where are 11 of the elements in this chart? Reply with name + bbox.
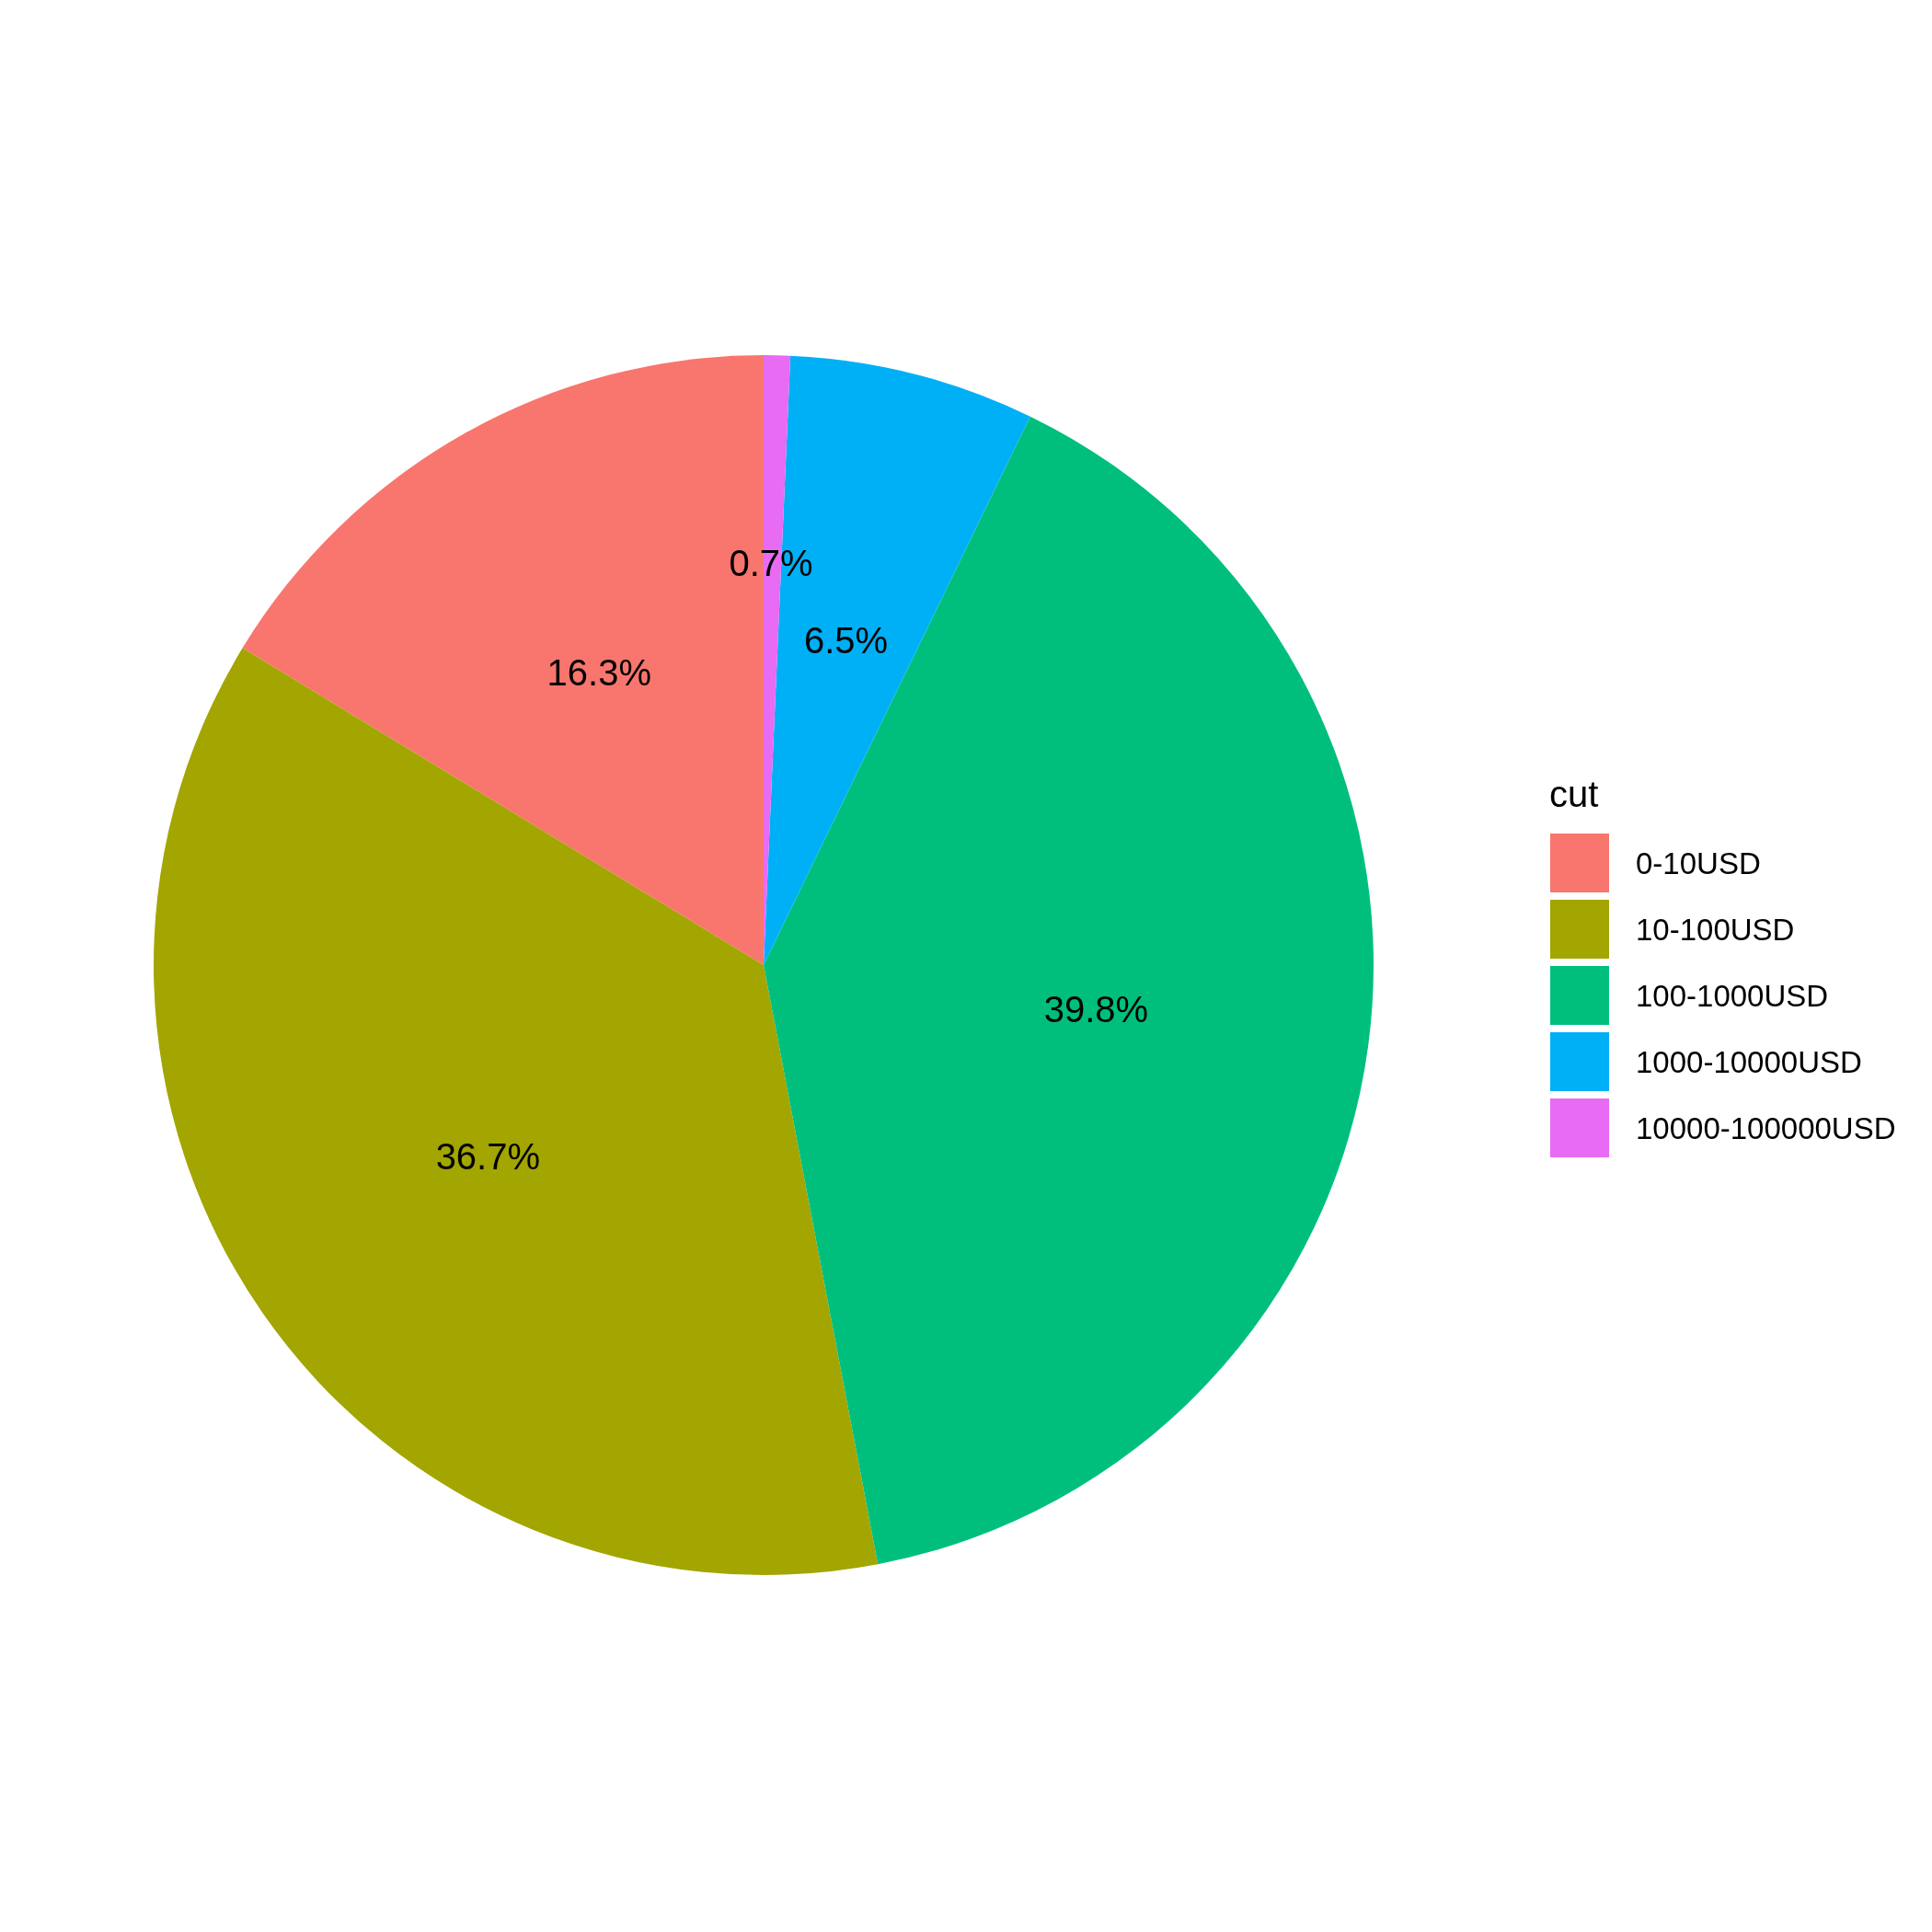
legend-label: 100-1000USD xyxy=(1636,978,1829,1013)
legend-label: 10-100USD xyxy=(1636,912,1795,947)
legend-title: cut xyxy=(1549,774,1599,814)
data-label: 6.5% xyxy=(803,619,889,661)
legend-label: 0-10USD xyxy=(1636,845,1761,880)
legend-label: 10000-100000USD xyxy=(1636,1110,1896,1145)
data-label: 36.7% xyxy=(435,1135,541,1177)
data-label: 39.8% xyxy=(1043,988,1149,1029)
data-label: 16.3% xyxy=(546,652,652,694)
legend-label: 1000-10000USD xyxy=(1636,1044,1862,1079)
data-label: 0.7% xyxy=(729,542,813,583)
